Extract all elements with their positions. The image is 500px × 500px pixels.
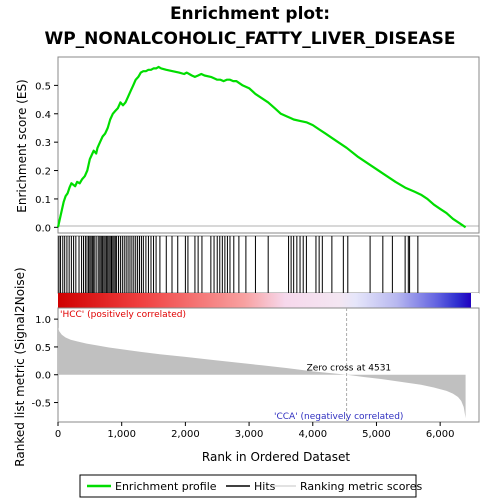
metric-x-axis-label: Rank in Ordered Dataset [202,450,350,464]
es-y-tick-label: 0.4 [35,110,51,121]
es-y-tick-label: 0.0 [35,223,51,234]
metric-y-tick-label: -0.5 [31,399,51,410]
legend: Enrichment profile Hits Ranking metric s… [79,474,422,498]
es-y-axis-label: Enrichment score (ES) [15,79,29,212]
negative-correlation-label: 'CCA' (negatively correlated) [274,412,403,422]
legend-enrichment-label: Enrichment profile [115,480,217,493]
metric-x-tick-label: 6,000 [426,429,455,440]
plot-title-line2: WP_NONALCOHOLIC_FATTY_LIVER_DISEASE [44,29,455,49]
metric-x-ticks: 0 1,000 2,000 3,000 4,000 5,000 6,000 [55,422,455,440]
metric-y-tick-label: 0.0 [35,371,51,382]
positive-correlation-label: 'HCC' (positively correlated) [60,310,186,320]
es-y-tick-label: 0.1 [35,195,51,206]
metric-x-tick-label: 0 [55,429,61,440]
es-panel-frame [57,56,480,234]
ranking-color-bar [58,293,479,308]
ranking-metric-area [58,327,466,419]
metric-x-tick-label: 5,000 [362,429,391,440]
enrichment-profile-line [56,65,467,229]
metric-y-tick-label: 1.0 [35,315,51,326]
es-y-ticks: 0.0 0.1 0.2 0.3 0.4 0.5 [35,81,58,234]
zero-cross-annotation: Zero cross at 4531 [307,364,392,374]
hits-barcode [58,236,419,293]
metric-x-tick-label: 3,000 [235,429,264,440]
metric-y-axis-label: Ranked list metric (Signal2Noise) [13,267,27,466]
metric-y-ticks: 1.0 0.5 0.0 -0.5 [31,315,58,410]
es-panel: 0.0 0.1 0.2 0.3 0.4 0.5 Enrichment score (ES) [15,56,480,234]
legend-ranking-label: Ranking metric scores [300,480,422,493]
es-y-tick-label: 0.3 [35,138,51,149]
metric-x-tick-label: 2,000 [171,429,200,440]
metric-panel: 1.0 0.5 0.0 -0.5 0 1,000 2,000 3,000 4,000 5,000… [13,267,480,467]
metric-x-tick-label: 1,000 [107,429,136,440]
ranking-color-bar-tail [471,293,479,308]
es-y-tick-label: 0.2 [35,167,51,178]
legend-hits-label: Hits [254,480,276,493]
es-y-tick-label: 0.5 [35,81,51,92]
hits-panel [57,235,480,294]
ranking-color-gradient [58,293,471,308]
metric-x-tick-label: 4,000 [298,429,327,440]
metric-y-tick-label: 0.5 [35,343,51,354]
plot-title-line1: Enrichment plot: [170,4,330,24]
